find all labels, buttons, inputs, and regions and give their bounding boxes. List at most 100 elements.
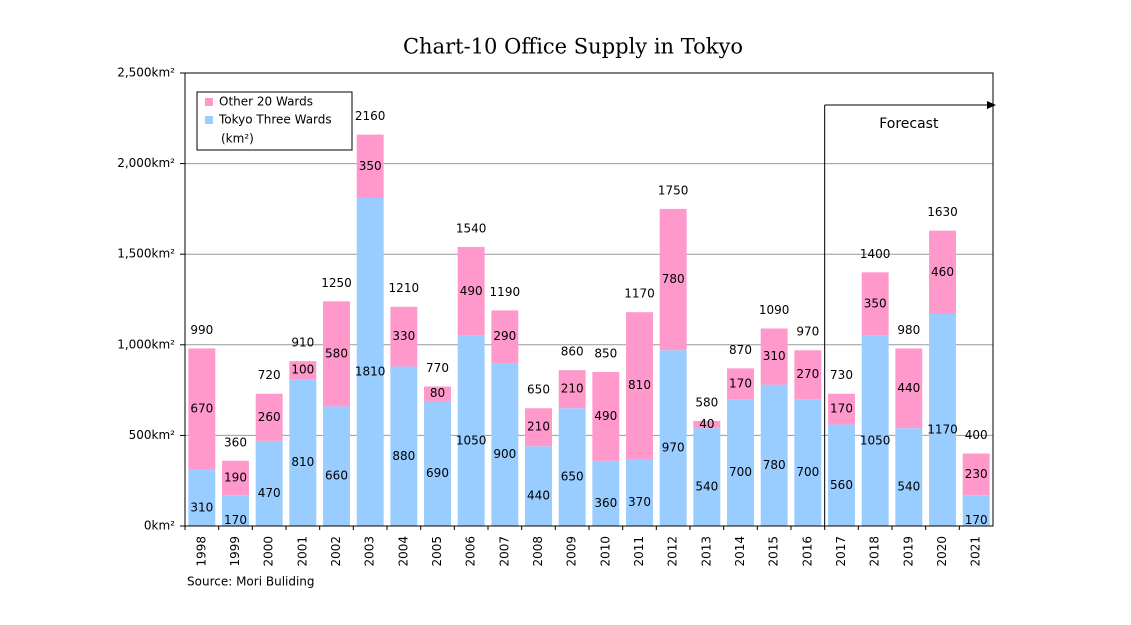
segment-label: 690	[426, 466, 449, 480]
segment-label: 810	[291, 455, 314, 469]
segment-label: 490	[594, 409, 617, 423]
x-tick-label: 2017	[834, 536, 848, 567]
segment-label: 230	[965, 467, 988, 481]
segment-label: 670	[190, 402, 213, 416]
segment-label: 440	[897, 381, 920, 395]
segment-label: 170	[224, 513, 247, 527]
bar-segment	[693, 428, 721, 526]
bar-segment	[828, 424, 855, 526]
x-tick-label: 2015	[767, 536, 781, 567]
bar-segment	[895, 348, 923, 429]
segment-label: 290	[493, 329, 516, 343]
total-label: 650	[527, 383, 550, 397]
segment-label: 360	[594, 496, 617, 510]
bar-segment	[289, 379, 317, 526]
segment-label: 350	[864, 297, 887, 311]
segment-label: 350	[359, 159, 382, 173]
segment-label: 880	[392, 449, 415, 463]
x-tick-label: 2007	[497, 536, 511, 567]
bar-segment	[659, 208, 687, 351]
bar-segment	[188, 348, 216, 470]
bar-segment	[424, 386, 451, 401]
bar-segment	[457, 246, 485, 336]
bar-segment	[626, 312, 653, 459]
segment-label: 780	[662, 272, 685, 286]
y-tick-label: 2,500km²	[117, 66, 175, 80]
total-label: 1630	[927, 205, 958, 219]
legend-label: Tokyo Three Wards	[218, 113, 332, 127]
annotation: Forecast	[879, 116, 939, 132]
total-label: 400	[965, 428, 988, 442]
legend-label: Other 20 Wards	[219, 95, 313, 109]
segment-label: 170	[965, 513, 988, 527]
bar-segment	[861, 272, 889, 336]
bar-segment	[188, 469, 216, 526]
x-tick-label: 2000	[262, 536, 276, 567]
segment-label: 560	[830, 478, 853, 492]
bar-segment	[760, 384, 788, 526]
bar-segment	[255, 393, 283, 441]
bar-segment	[592, 371, 620, 461]
total-label: 1250	[321, 276, 352, 290]
bar-segment	[424, 400, 451, 526]
total-label: 870	[729, 343, 752, 357]
segment-label: 580	[325, 346, 348, 360]
plot-border	[184, 72, 994, 527]
x-tick-label: 2006	[464, 536, 478, 567]
y-tick-label: 1,500km²	[117, 247, 175, 261]
x-tick-label: 1999	[228, 536, 242, 567]
bar-segment	[626, 458, 653, 526]
x-tick-label: 2002	[329, 536, 343, 567]
bar-segment	[255, 440, 283, 526]
bar-segment	[929, 313, 956, 526]
segment-label: 40	[699, 417, 714, 431]
bar-segment	[525, 408, 552, 447]
bar-segment	[794, 350, 822, 400]
segment-label: 1170	[927, 422, 958, 436]
bar-segment	[693, 420, 721, 429]
total-label: 1210	[389, 281, 420, 295]
x-tick-label: 2004	[396, 536, 410, 567]
total-label: 580	[695, 395, 718, 409]
y-tick-label: 1,000km²	[117, 337, 175, 351]
x-tick-label: 2011	[632, 536, 646, 567]
total-label: 980	[897, 323, 920, 337]
bar-segment	[457, 335, 485, 526]
bar-segment	[390, 366, 418, 526]
bar-segment	[222, 460, 249, 496]
total-label: 1170	[624, 287, 655, 301]
total-label: 1750	[658, 183, 689, 197]
x-tick-label: 2014	[733, 536, 747, 567]
segment-label: 810	[628, 378, 651, 392]
bar-segment	[659, 350, 687, 526]
total-label: 970	[796, 325, 819, 339]
bar-segment	[929, 230, 956, 314]
x-tick-label: 2008	[531, 536, 545, 567]
segment-label: 330	[392, 329, 415, 343]
segment-label: 470	[258, 486, 281, 500]
bar-segment	[323, 301, 350, 407]
segment-label: 370	[628, 495, 651, 509]
bar-segment	[794, 399, 822, 526]
chart-title: Chart-10 Office Supply in Tokyo	[403, 35, 743, 59]
bar-segment	[962, 495, 990, 526]
segment-label: 190	[224, 470, 247, 484]
bar-segment	[592, 460, 620, 526]
x-tick-label: 2012	[666, 536, 680, 567]
total-label: 720	[258, 368, 281, 382]
segment-label: 540	[897, 480, 920, 494]
segment-label: 1810	[355, 365, 386, 379]
segment-label: 170	[830, 402, 853, 416]
bar-segment	[828, 393, 855, 425]
bar-segment	[323, 406, 350, 526]
y-tick-label: 2,000km²	[117, 156, 175, 170]
y-tick-label: 0km²	[144, 519, 175, 533]
segment-label: 310	[763, 349, 786, 363]
x-tick-label: 2009	[565, 536, 579, 567]
total-label: 770	[426, 361, 449, 375]
bar-segment	[727, 399, 754, 526]
segment-label: 270	[796, 367, 819, 381]
bar-segment	[289, 361, 317, 380]
total-label: 990	[190, 323, 213, 337]
